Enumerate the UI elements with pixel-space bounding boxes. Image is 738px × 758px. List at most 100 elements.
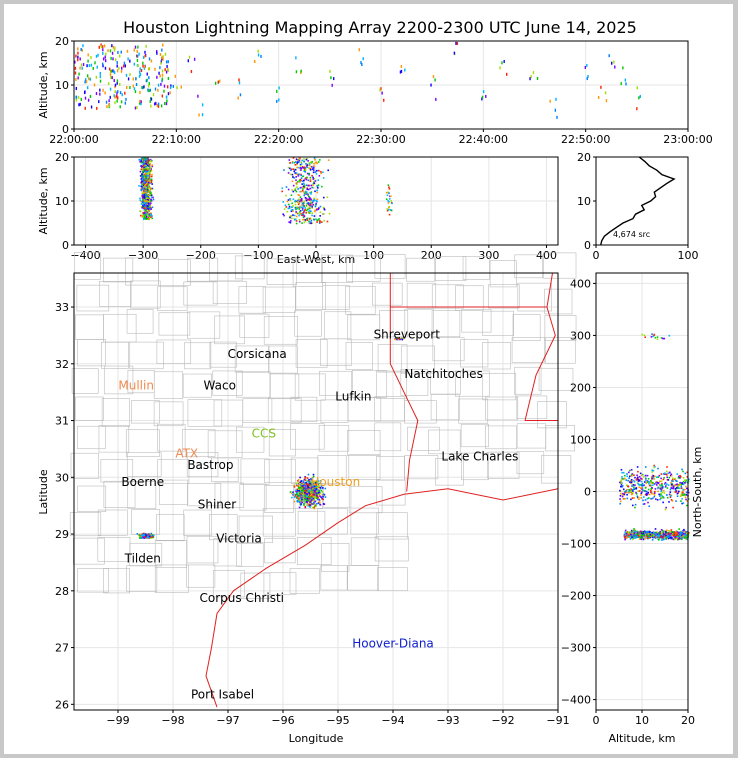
source-point	[293, 484, 296, 487]
source-point	[677, 476, 680, 479]
source-point	[311, 506, 314, 509]
source-point	[311, 479, 314, 481]
city-label: Lake Charles	[441, 449, 518, 463]
source-point	[657, 487, 659, 490]
source-point	[652, 475, 655, 477]
x-tick-label: 0	[593, 249, 600, 262]
source-point	[96, 65, 98, 69]
source-point	[634, 476, 636, 479]
source-point	[143, 179, 146, 182]
y-tick-label: 100	[570, 433, 591, 446]
source-point	[145, 534, 148, 537]
x-tick-label: −98	[161, 714, 184, 727]
source-point	[684, 535, 687, 537]
source-point	[298, 208, 301, 210]
source-point	[620, 482, 623, 485]
source-point	[676, 487, 678, 489]
source-point	[301, 498, 303, 501]
source-point	[306, 188, 309, 191]
source-point	[311, 495, 313, 498]
source-point	[298, 498, 301, 501]
source-point	[642, 532, 645, 535]
county-border	[290, 396, 318, 422]
source-point	[645, 490, 647, 493]
source-point	[143, 532, 145, 535]
county-border	[377, 567, 408, 592]
source-point	[309, 492, 311, 495]
source-point	[317, 484, 319, 487]
source-point	[298, 220, 301, 223]
city-label: Mullin	[118, 378, 154, 392]
source-point	[308, 162, 311, 164]
source-point	[298, 500, 300, 503]
source-point	[159, 74, 161, 78]
county-border	[482, 342, 511, 370]
source-point	[143, 212, 145, 214]
source-point	[358, 48, 361, 52]
county-border	[239, 313, 270, 338]
source-point	[388, 205, 391, 208]
source-point	[159, 66, 161, 70]
source-point	[642, 489, 644, 492]
source-point	[301, 183, 303, 185]
source-point	[654, 532, 657, 535]
source-point	[305, 494, 308, 497]
source-point	[637, 482, 640, 485]
source-point	[299, 486, 302, 489]
source-point	[86, 64, 88, 68]
source-point	[136, 50, 138, 54]
source-point	[670, 487, 673, 489]
source-point	[138, 534, 141, 536]
source-point	[238, 78, 240, 82]
source-point	[646, 481, 649, 483]
source-point	[622, 488, 625, 491]
source-point	[152, 93, 155, 97]
county-border	[212, 280, 247, 304]
source-point	[150, 200, 153, 202]
source-point	[681, 490, 684, 493]
source-point	[666, 494, 668, 496]
county-border	[517, 282, 552, 312]
source-point	[295, 190, 298, 193]
source-point	[147, 190, 150, 192]
source-point	[631, 497, 634, 499]
source-point	[681, 534, 683, 537]
source-point	[100, 43, 102, 47]
source-point	[84, 106, 86, 110]
source-point	[640, 492, 643, 495]
source-point	[631, 537, 634, 540]
source-point	[308, 199, 311, 201]
source-point	[142, 175, 145, 178]
source-point	[634, 537, 637, 539]
source-point	[156, 51, 158, 55]
source-point	[676, 483, 678, 486]
source-point	[644, 535, 647, 537]
source-point	[645, 480, 648, 483]
source-point	[313, 491, 315, 494]
county-border	[404, 400, 437, 424]
city-label: Houston	[310, 475, 360, 489]
source-point	[670, 529, 673, 531]
source-point	[379, 88, 381, 92]
source-point	[644, 499, 647, 501]
source-point	[260, 54, 262, 58]
county-border	[374, 396, 405, 422]
x-tick-label: 0	[313, 249, 320, 262]
source-point	[669, 491, 672, 493]
source-point	[319, 495, 321, 497]
source-point	[87, 53, 89, 57]
source-point	[310, 482, 313, 484]
source-point	[636, 530, 639, 533]
source-point	[669, 534, 672, 537]
source-point	[308, 163, 311, 166]
source-point	[136, 105, 138, 109]
source-point	[629, 475, 631, 478]
source-point	[319, 159, 321, 161]
county-border	[127, 481, 157, 509]
source-point	[301, 189, 304, 192]
source-point	[84, 90, 86, 94]
source-point	[647, 488, 650, 491]
source-point	[143, 215, 146, 217]
source-point	[653, 492, 656, 494]
